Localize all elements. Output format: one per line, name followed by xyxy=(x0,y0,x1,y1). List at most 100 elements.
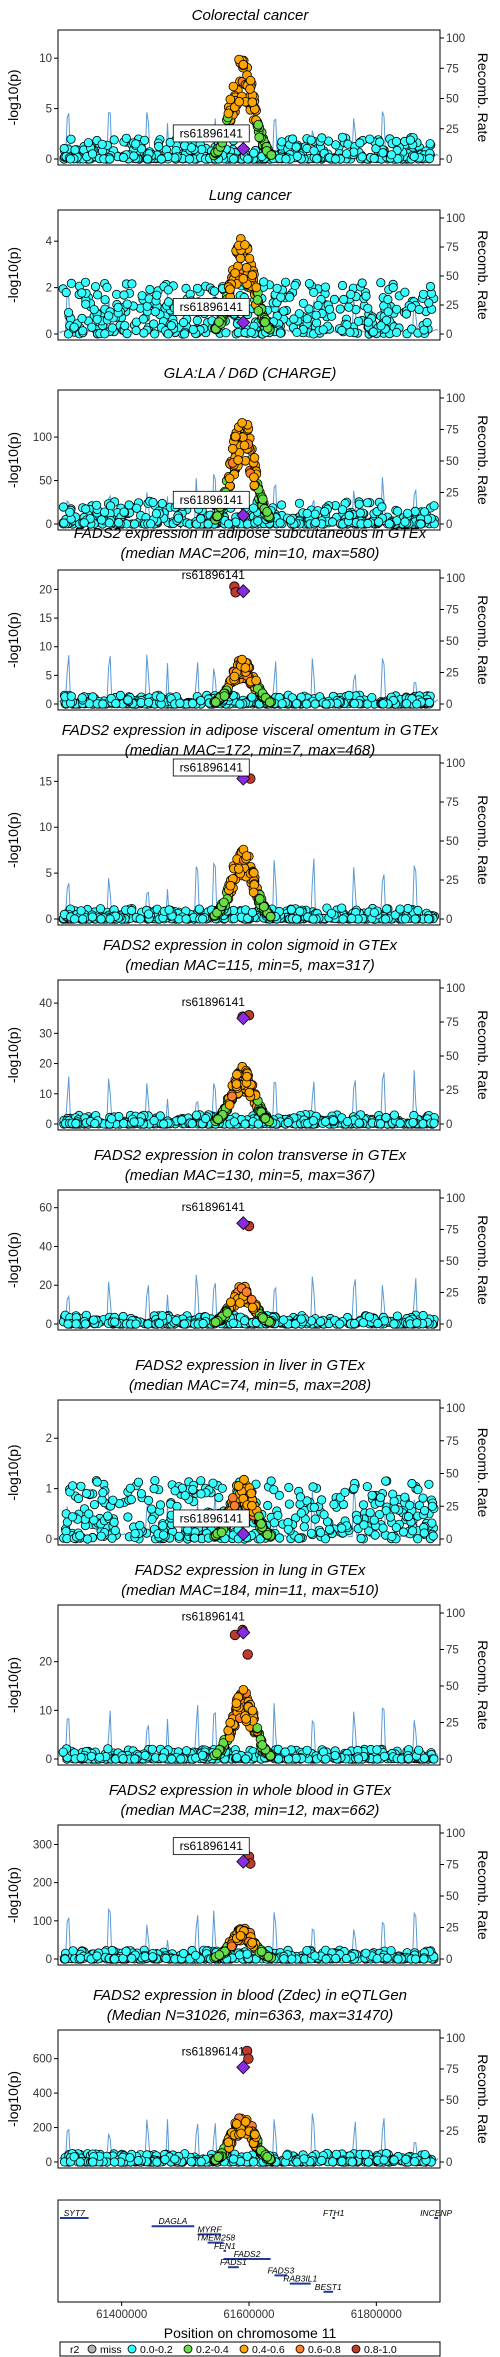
snp-point xyxy=(111,1318,119,1326)
snp-point xyxy=(318,134,326,142)
snp-point xyxy=(185,155,193,163)
snp-point xyxy=(100,508,108,516)
snp-point xyxy=(120,508,128,516)
snp-point xyxy=(159,1531,167,1539)
snp-point xyxy=(152,510,160,518)
snp-point xyxy=(82,300,90,308)
snp-point xyxy=(66,508,74,516)
panel-title: FADS2 expression in lung in GTEx xyxy=(135,1562,366,1579)
snp-point xyxy=(430,1119,438,1127)
snp-point xyxy=(338,1524,346,1532)
snp-point xyxy=(387,151,395,159)
snp-point xyxy=(402,310,410,318)
panel-title: (median MAC=184, min=11, max=510) xyxy=(121,1582,379,1599)
recomb-tick-label: 0 xyxy=(446,154,452,166)
panel-title: (median MAC=130, min=5, max=367) xyxy=(125,1167,376,1184)
snp-point xyxy=(193,284,201,292)
snp-point xyxy=(79,327,87,335)
snp-point xyxy=(71,915,79,923)
snp-point xyxy=(131,1755,139,1763)
y-tick-label: 20 xyxy=(39,1059,52,1071)
snp-point xyxy=(92,501,100,509)
snp-point xyxy=(374,1319,382,1327)
snp-point xyxy=(420,1529,428,1537)
snp-point xyxy=(87,1752,95,1760)
snp-point xyxy=(79,915,87,923)
y-tick-label: 50 xyxy=(39,476,52,488)
snp-point xyxy=(223,1309,232,1318)
snp-point xyxy=(81,278,89,286)
snp-point xyxy=(377,279,385,287)
snp-point xyxy=(84,139,92,147)
snp-point xyxy=(90,1500,98,1508)
snp-point xyxy=(425,299,433,307)
y-tick-label: 15 xyxy=(39,613,52,625)
snp-point xyxy=(384,308,392,316)
snp-point xyxy=(424,915,432,923)
snp-point xyxy=(419,1311,427,1319)
snp-point xyxy=(215,318,224,327)
snp-point xyxy=(88,150,96,158)
snp-point xyxy=(211,698,220,707)
snp-point xyxy=(105,312,113,320)
snp-point xyxy=(350,700,358,708)
y-tick-label: 10 xyxy=(39,822,52,834)
panel-2: Lung cancer0240255075100-log10(p) Recomb.… xyxy=(5,187,491,341)
snp-point xyxy=(97,1532,105,1540)
y-tick-label: 0 xyxy=(46,519,52,531)
recomb-tick-label: 0 xyxy=(446,519,452,531)
snp-point xyxy=(228,444,237,453)
snp-point xyxy=(316,1317,324,1325)
snp-point xyxy=(285,1483,293,1491)
snp-point xyxy=(182,1747,190,1755)
snp-point xyxy=(355,1119,363,1127)
recomb-tick-label: 50 xyxy=(446,1051,459,1063)
snp-point xyxy=(137,1490,145,1498)
snp-point xyxy=(125,501,133,509)
snp-point xyxy=(214,1115,223,1124)
panel-title: Colorectal cancer xyxy=(192,7,310,24)
snp-point xyxy=(136,1521,144,1529)
y-tick-label: 0 xyxy=(46,1534,52,1546)
snp-point xyxy=(338,133,346,141)
snp-point xyxy=(108,324,116,332)
y-tick-label: 40 xyxy=(39,998,52,1010)
recomb-tick-label: 100 xyxy=(446,33,465,45)
snp-point xyxy=(97,915,105,923)
snp-point xyxy=(164,330,172,338)
y-tick-label: 4 xyxy=(46,236,53,248)
y-tick-label: 20 xyxy=(39,1280,52,1292)
snp-point xyxy=(141,1751,149,1759)
snp-point xyxy=(110,1518,118,1526)
snp-point xyxy=(299,299,307,307)
snp-point xyxy=(88,913,96,921)
snp-point xyxy=(252,283,261,292)
recomb-tick-label: 50 xyxy=(446,456,459,468)
snp-point xyxy=(103,283,111,291)
snp-point xyxy=(60,144,68,152)
snp-point xyxy=(401,1493,409,1501)
recomb-tick-label: 0 xyxy=(446,1754,452,1766)
plot-frame xyxy=(58,980,440,1130)
snp-point xyxy=(288,135,296,143)
snp-point xyxy=(225,474,234,483)
snp-point xyxy=(366,135,374,143)
y-tick-label: 20 xyxy=(39,584,52,596)
snp-point xyxy=(231,269,240,278)
lead-snp-label: rs61896141 xyxy=(180,493,244,507)
y-tick-label: 60 xyxy=(39,1203,52,1215)
snp-point xyxy=(260,278,268,286)
panel-1: Colorectal cancer05100255075100-log10(p)… xyxy=(5,7,491,166)
snp-point xyxy=(198,1751,206,1759)
snp-point xyxy=(277,293,285,301)
snp-point xyxy=(358,153,366,161)
snp-point xyxy=(234,1482,243,1491)
snp-point xyxy=(133,504,141,512)
snp-point xyxy=(144,1320,152,1328)
snp-point xyxy=(241,241,250,250)
lead-snp-label: rs61896141 xyxy=(182,995,246,1009)
snp-point xyxy=(104,1512,112,1520)
snp-point xyxy=(379,1524,387,1532)
snp-point xyxy=(392,305,400,313)
snp-point xyxy=(330,295,338,303)
